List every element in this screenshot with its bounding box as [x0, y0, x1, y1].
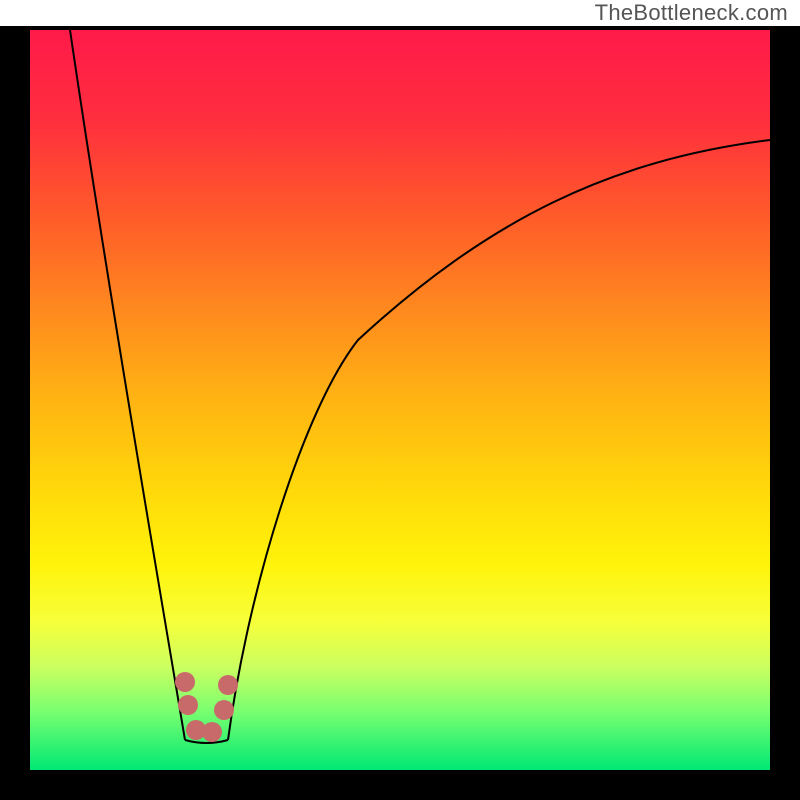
watermark-text: TheBottleneck.com: [595, 0, 788, 26]
chart-plot-area: [30, 30, 770, 770]
valley-marker: [218, 675, 238, 695]
valley-marker: [214, 700, 234, 720]
valley-marker: [202, 722, 222, 742]
chart-container: TheBottleneck.com: [0, 0, 800, 800]
valley-marker: [178, 695, 198, 715]
bottleneck-chart-svg: [0, 0, 800, 800]
valley-marker: [175, 672, 195, 692]
